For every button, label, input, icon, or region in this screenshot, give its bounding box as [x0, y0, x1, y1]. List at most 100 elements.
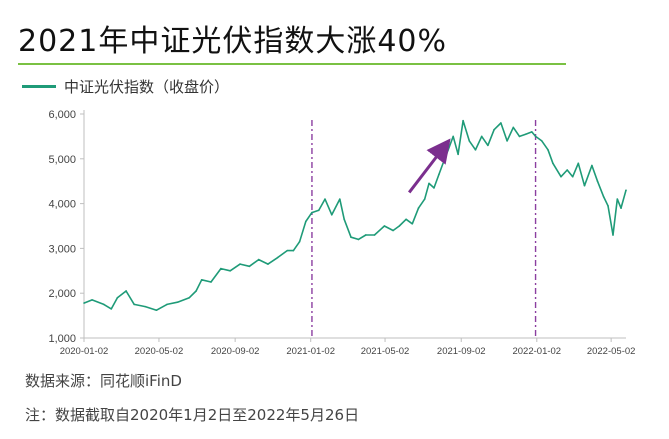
data-point: [125, 290, 127, 292]
data-point: [411, 222, 414, 225]
data-point: [292, 249, 295, 252]
title-underline: [18, 63, 566, 65]
data-point: [83, 302, 85, 304]
legend-swatch: [22, 85, 56, 88]
data-point: [166, 303, 168, 306]
data-point: [620, 207, 622, 209]
series-line: [83, 119, 627, 312]
data-point: [552, 162, 554, 165]
data-point: [339, 198, 341, 200]
data-point: [350, 236, 352, 238]
data-point: [373, 234, 376, 236]
data-point: [357, 238, 360, 241]
x-tick-label: 2021-01-02: [286, 346, 335, 357]
data-point: [566, 169, 568, 171]
data-point: [298, 240, 301, 243]
y-tick-label: 4,000: [48, 199, 76, 211]
data-point: [195, 290, 197, 292]
legend: 中证光伏指数（收盘价）: [22, 76, 229, 97]
y-tick-label: 3,000: [48, 243, 76, 255]
data-point: [524, 133, 527, 135]
data-point: [176, 301, 179, 303]
data-point: [438, 173, 440, 176]
data-point: [304, 220, 307, 223]
data-point: [518, 135, 521, 138]
data-point: [480, 135, 483, 138]
data-point: [311, 211, 313, 214]
note-text: 注：数据截取自2020年1月2日至2022年5月26日: [25, 406, 360, 424]
data-point: [155, 309, 158, 312]
data-point: [612, 234, 614, 236]
data-point: [220, 267, 222, 270]
data-point: [188, 296, 191, 299]
data-point: [577, 162, 580, 165]
data-point: [512, 126, 515, 129]
data-point: [571, 175, 574, 178]
data-point: [110, 308, 113, 310]
data-point: [468, 140, 471, 142]
y-tick-label: 6,000: [48, 109, 76, 121]
x-tick-label: 2020-01-02: [60, 346, 109, 357]
data-point: [452, 135, 454, 138]
trend-arrow: [408, 138, 451, 194]
x-tick-label: 2022-05-02: [587, 346, 636, 357]
data-point: [239, 263, 241, 265]
data-point: [443, 160, 445, 162]
data-point: [248, 265, 251, 268]
data-point: [383, 225, 386, 227]
data-point: [534, 135, 537, 138]
data-point: [596, 180, 599, 182]
x-tick-label: 2021-05-02: [361, 346, 410, 357]
data-point: [547, 149, 549, 151]
data-point: [423, 198, 426, 200]
data-point: [144, 305, 147, 308]
data-point: [540, 140, 543, 142]
data-point: [417, 207, 420, 209]
data-point: [267, 263, 269, 265]
data-point: [200, 278, 203, 281]
data-point: [506, 140, 508, 142]
data-point: [591, 164, 593, 167]
data-point: [330, 214, 333, 216]
data-point: [343, 218, 345, 221]
data-point: [116, 296, 119, 299]
data-point: [428, 182, 430, 185]
data-point: [405, 218, 407, 221]
data-point: [277, 256, 279, 259]
data-point: [398, 225, 401, 227]
data-point: [602, 196, 605, 198]
y-tick-label: 5,000: [48, 154, 76, 166]
source-text: 数据来源：同花顺iFinD: [25, 372, 182, 390]
data-point: [317, 209, 320, 212]
data-point: [462, 119, 464, 122]
data-point: [616, 198, 619, 200]
data-point: [607, 205, 609, 207]
y-tick-label: 2,000: [48, 288, 76, 300]
data-point: [286, 249, 288, 252]
data-point: [493, 128, 495, 131]
data-point: [365, 234, 367, 236]
data-point: [457, 153, 459, 156]
data-point: [447, 149, 450, 151]
data-point: [229, 270, 231, 272]
data-point: [91, 299, 93, 301]
data-point: [474, 149, 477, 151]
data-point: [531, 131, 533, 133]
x-tick-label: 2021-09-02: [437, 346, 486, 357]
data-point: [625, 189, 627, 191]
page-title: 2021年中证光伏指数大涨40%: [18, 24, 448, 59]
data-point: [210, 281, 212, 283]
data-point: [433, 187, 435, 189]
data-point: [583, 184, 586, 187]
x-tick-label: 2020-05-02: [135, 346, 184, 357]
data-point: [487, 144, 489, 147]
legend-label: 中证光伏指数（收盘价）: [64, 78, 230, 96]
data-point: [560, 175, 562, 178]
data-point: [133, 303, 135, 306]
data-point: [257, 258, 260, 261]
y-tick-label: 1,000: [48, 333, 76, 345]
data-point: [392, 229, 394, 232]
x-tick-label: 2022-01-02: [512, 346, 561, 357]
data-point: [103, 303, 105, 306]
